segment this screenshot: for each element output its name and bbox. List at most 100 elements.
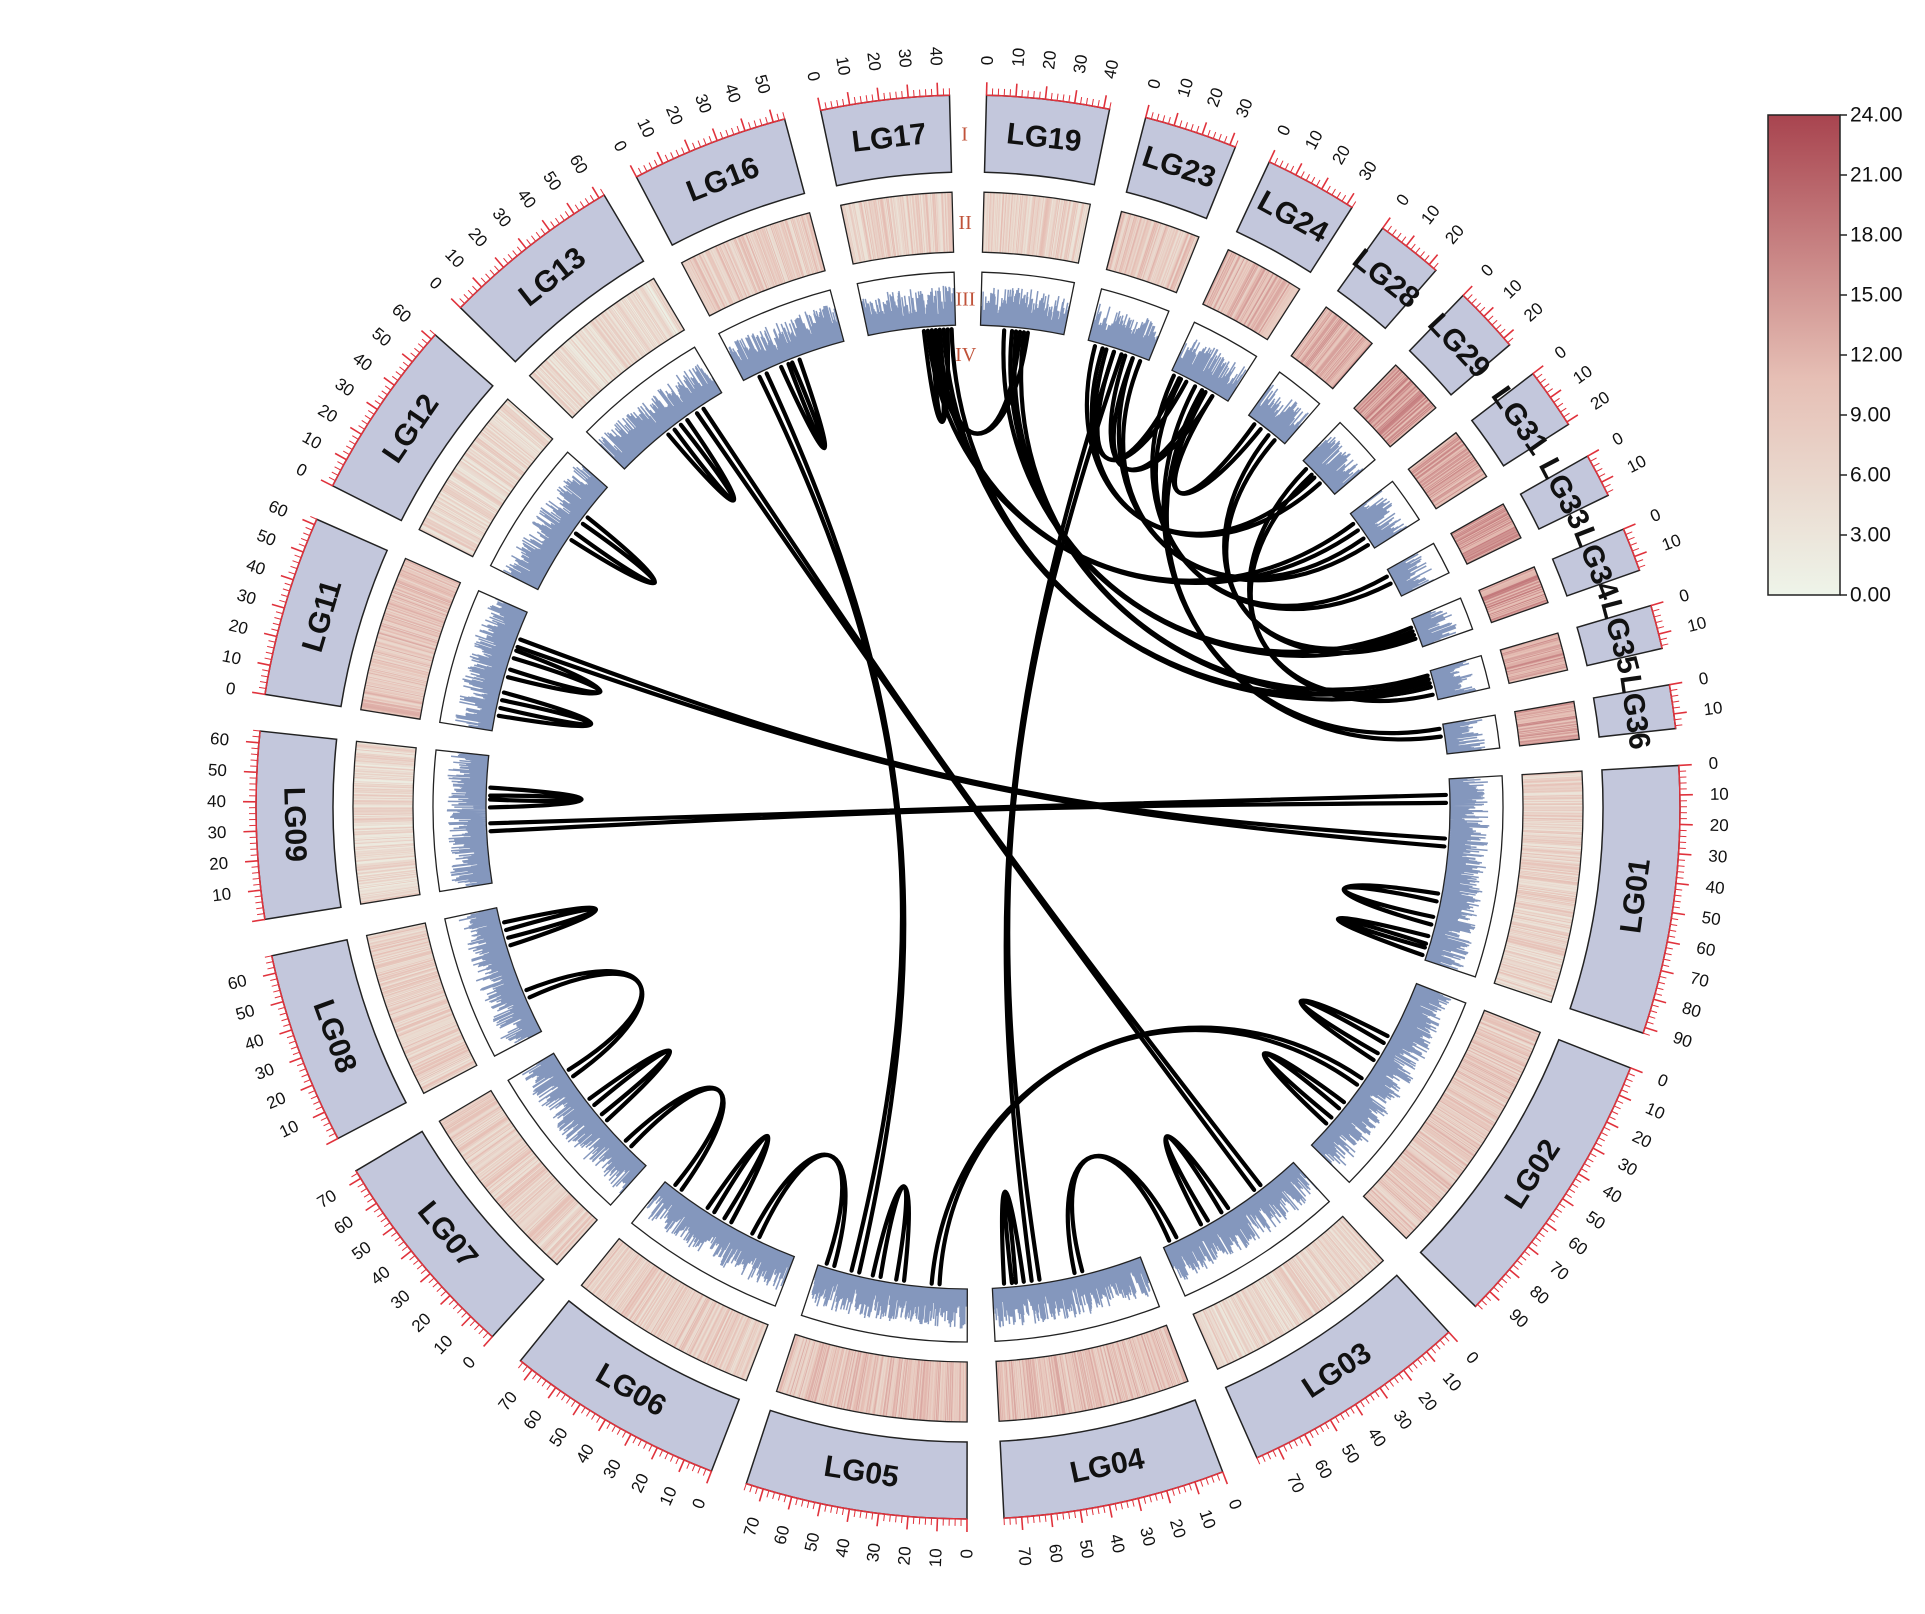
heat-cell [1123, 216, 1142, 275]
heat-cell [1247, 1285, 1279, 1339]
heat-cell [404, 1029, 461, 1056]
heat-cell [1226, 262, 1256, 317]
heat-cell [1261, 1277, 1295, 1330]
minor-tick [1574, 1178, 1582, 1183]
heat-cell [1037, 1357, 1046, 1418]
heat-cell [1379, 1179, 1425, 1221]
density-frame [1424, 775, 1504, 978]
heat-cell [713, 246, 740, 302]
heat-cell [390, 997, 447, 1019]
heat-cell [1473, 1035, 1529, 1061]
heat-cell [1092, 1347, 1108, 1407]
heat-cell [634, 289, 669, 341]
heat-cell [639, 286, 673, 338]
minor-tick [357, 1182, 364, 1188]
heat-cell [393, 585, 451, 609]
minor-tick [254, 895, 262, 898]
heat-cell [1391, 1165, 1438, 1205]
heat-cell [354, 844, 415, 851]
heat-cell [1122, 1339, 1141, 1398]
density-frame [856, 271, 957, 337]
heat-cell [1457, 518, 1512, 548]
heat-cell [388, 993, 446, 1015]
heat-cell [1475, 1030, 1531, 1057]
heat-cell [1522, 776, 1583, 781]
tick-label: 10 [633, 115, 658, 140]
minor-tick [1044, 1514, 1047, 1522]
minor-tick [286, 1035, 294, 1039]
heat-cell [1099, 1345, 1116, 1405]
heat-cell [526, 1193, 571, 1236]
minor-tick [337, 461, 344, 466]
tick-label: 10 [1009, 47, 1029, 67]
heat-cell [1204, 250, 1231, 306]
tick-label: 50 [546, 1424, 572, 1450]
heat-cell [1424, 1121, 1475, 1157]
heat-cell [1437, 1101, 1490, 1135]
minor-tick [489, 269, 496, 276]
heat-cell [1296, 311, 1333, 361]
heat-cell [1324, 335, 1364, 383]
heat-cell [1030, 1358, 1039, 1419]
heat-cell [495, 413, 542, 453]
heat-cell [583, 1239, 622, 1288]
heat-cell [1204, 1308, 1232, 1364]
heat-cell [477, 435, 526, 473]
heat-cell [459, 459, 510, 495]
minor-tick [1359, 1400, 1365, 1408]
heat-cell [1139, 1334, 1160, 1392]
heat-cell [1262, 285, 1295, 337]
heatmap-frame [680, 211, 826, 317]
minor-tick [570, 1400, 576, 1407]
heat-cell [419, 1057, 474, 1086]
heat-cell [606, 1255, 643, 1305]
minor-tick [1091, 1508, 1094, 1516]
heat-cell [1298, 312, 1335, 362]
heat-cell [1485, 585, 1543, 609]
heat-cell [632, 1272, 667, 1324]
heat-cell [1399, 1155, 1447, 1195]
heat-cell [503, 1170, 550, 1211]
heat-cell [863, 200, 875, 261]
heat-cell [688, 258, 717, 313]
heat-cell [1381, 1176, 1428, 1217]
heat-cell [1334, 1223, 1376, 1269]
heat-cell [536, 1202, 580, 1246]
heat-cell [460, 459, 511, 494]
heat-cell [1373, 387, 1419, 430]
heat-cell [1016, 1359, 1023, 1420]
heat-cell [586, 1242, 625, 1291]
heat-cell [783, 219, 803, 278]
minor-tick [1391, 229, 1397, 236]
heat-cell [368, 930, 428, 945]
heat-cell [1086, 1348, 1101, 1408]
heat-cell [860, 201, 873, 261]
minor-tick [1085, 97, 1089, 105]
heat-cell [1339, 1218, 1381, 1264]
heat-cell [1012, 1360, 1019, 1421]
heat-cell [467, 449, 517, 486]
heat-cell [642, 284, 675, 337]
heat-cell [1374, 388, 1420, 430]
heat-cell [1220, 259, 1250, 314]
heat-cell [1274, 1269, 1309, 1320]
heat-cell [855, 202, 868, 262]
heat-cell [1209, 1306, 1237, 1361]
heat-cell [467, 448, 517, 485]
heat-cell [1423, 1123, 1474, 1159]
heat-cell [1322, 333, 1362, 381]
heat-cell [1458, 519, 1513, 549]
heat-cell [890, 196, 899, 257]
minor-tick [1430, 1347, 1437, 1354]
heat-cell [884, 197, 894, 258]
heat-cell [1265, 1274, 1300, 1326]
heat-cell [1127, 1338, 1146, 1397]
heat-cell [376, 957, 435, 976]
heat-cell [1003, 1360, 1009, 1421]
heat-cell [1074, 1351, 1087, 1411]
heat-cell [1440, 1096, 1493, 1130]
minor-tick [1520, 1255, 1527, 1261]
heat-cell [1223, 261, 1253, 315]
minor-tick [1531, 1241, 1538, 1247]
heat-cell [1199, 1310, 1227, 1366]
